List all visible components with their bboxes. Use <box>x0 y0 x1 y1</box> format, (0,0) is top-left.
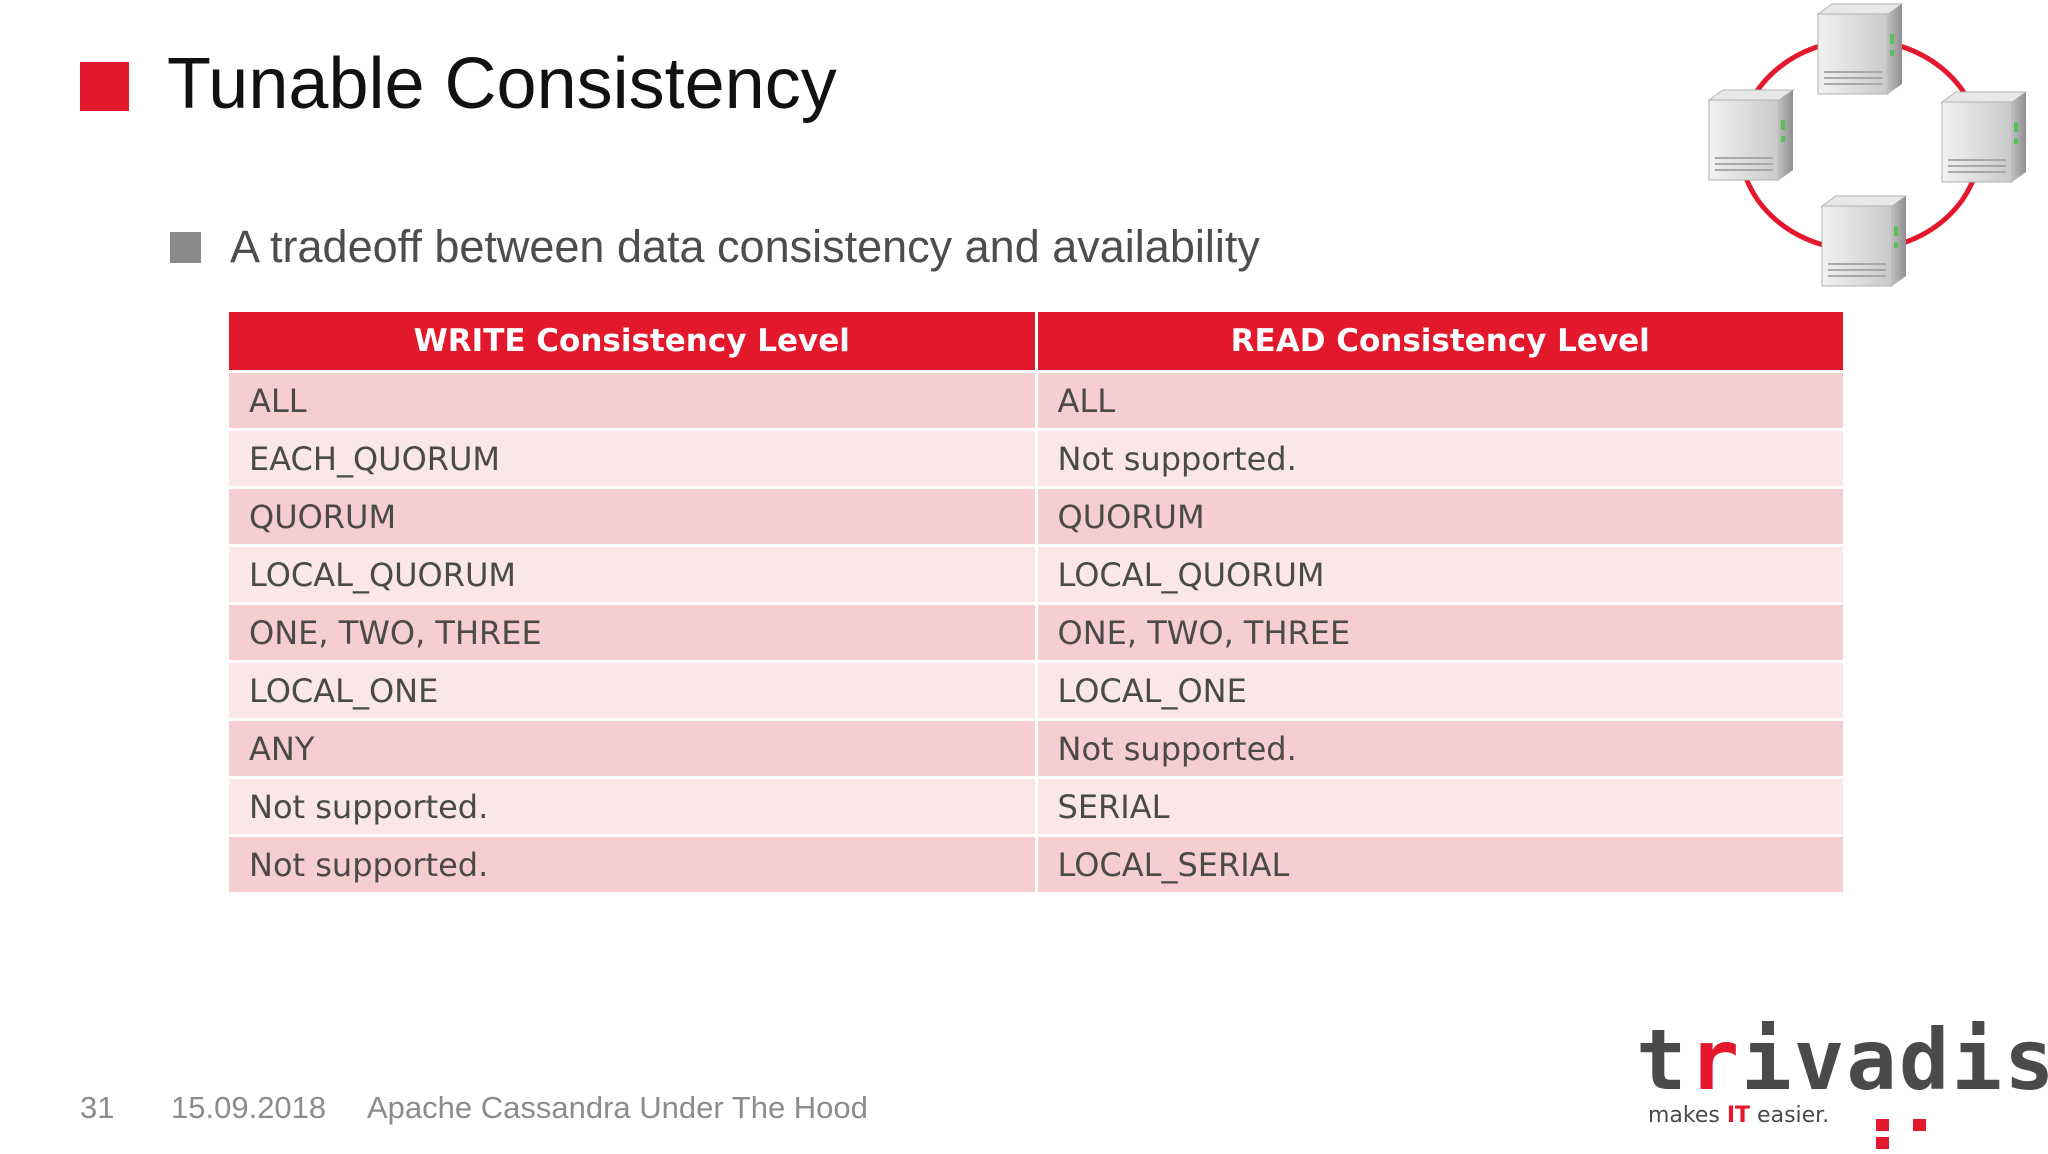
logo-dots <box>1876 1118 1976 1154</box>
table-row: EACH_QUORUM Not supported. <box>226 428 1846 489</box>
table-row: ANY Not supported. <box>226 718 1846 779</box>
bullet-marker <box>170 232 201 263</box>
tagline-part: makes <box>1648 1103 1727 1128</box>
read-level-cell: ALL <box>1034 370 1846 431</box>
write-level-cell: ONE, TWO, THREE <box>226 602 1038 663</box>
table-row: Not supported. LOCAL_SERIAL <box>226 834 1846 895</box>
bullet-text: A tradeoff between data consistency and … <box>230 221 1260 272</box>
logo-word-accent: r <box>1688 1011 1742 1109</box>
read-level-cell: QUORUM <box>1034 486 1846 547</box>
logo-word-part: ivadis <box>1741 1011 2048 1109</box>
write-level-cell: ALL <box>226 370 1038 431</box>
header-read: READ Consistency Level <box>1034 309 1846 373</box>
write-level-cell: QUORUM <box>226 486 1038 547</box>
page-number: 31 <box>80 1090 115 1125</box>
write-level-cell: LOCAL_ONE <box>226 660 1038 721</box>
page-title: Tunable Consistency <box>167 44 837 124</box>
write-level-cell: LOCAL_QUORUM <box>226 544 1038 605</box>
read-level-cell: ONE, TWO, THREE <box>1034 602 1846 663</box>
write-level-cell: Not supported. <box>226 776 1038 837</box>
read-level-cell: LOCAL_SERIAL <box>1034 834 1846 895</box>
read-level-cell: Not supported. <box>1034 718 1846 779</box>
server-ring-icon <box>1708 3 2027 287</box>
table-row: LOCAL_QUORUM LOCAL_QUORUM <box>226 544 1846 605</box>
table-row: LOCAL_ONE LOCAL_ONE <box>226 660 1846 721</box>
table-row: QUORUM QUORUM <box>226 486 1846 547</box>
consistency-table: WRITE Consistency Level READ Consistency… <box>226 309 1846 895</box>
write-level-cell: Not supported. <box>226 834 1038 895</box>
tagline-part: easier. <box>1750 1103 1830 1128</box>
write-level-cell: EACH_QUORUM <box>226 428 1038 489</box>
read-level-cell: Not supported. <box>1034 428 1846 489</box>
logo-tagline: makes IT easier. <box>1648 1102 1829 1130</box>
trivadis-logo: trivadis makes IT easier. <box>1636 1010 2048 1150</box>
table-header-row: WRITE Consistency Level READ Consistency… <box>226 309 1846 373</box>
table-row: Not supported. SERIAL <box>226 776 1846 837</box>
table-row: ALL ALL <box>226 370 1846 431</box>
tagline-accent: IT <box>1726 1103 1751 1128</box>
footer-presentation-title: Apache Cassandra Under The Hood <box>367 1090 868 1125</box>
header-write: WRITE Consistency Level <box>226 309 1038 373</box>
table-row: ONE, TWO, THREE ONE, TWO, THREE <box>226 602 1846 663</box>
read-level-cell: LOCAL_ONE <box>1034 660 1846 721</box>
write-level-cell: ANY <box>226 718 1038 779</box>
footer-date: 15.09.2018 <box>171 1090 327 1125</box>
title-marker <box>80 62 129 111</box>
logo-word-part: t <box>1636 1011 1689 1109</box>
read-level-cell: SERIAL <box>1034 776 1846 837</box>
logo-wordmark: trivadis <box>1636 1010 2048 1110</box>
read-level-cell: LOCAL_QUORUM <box>1034 544 1846 605</box>
